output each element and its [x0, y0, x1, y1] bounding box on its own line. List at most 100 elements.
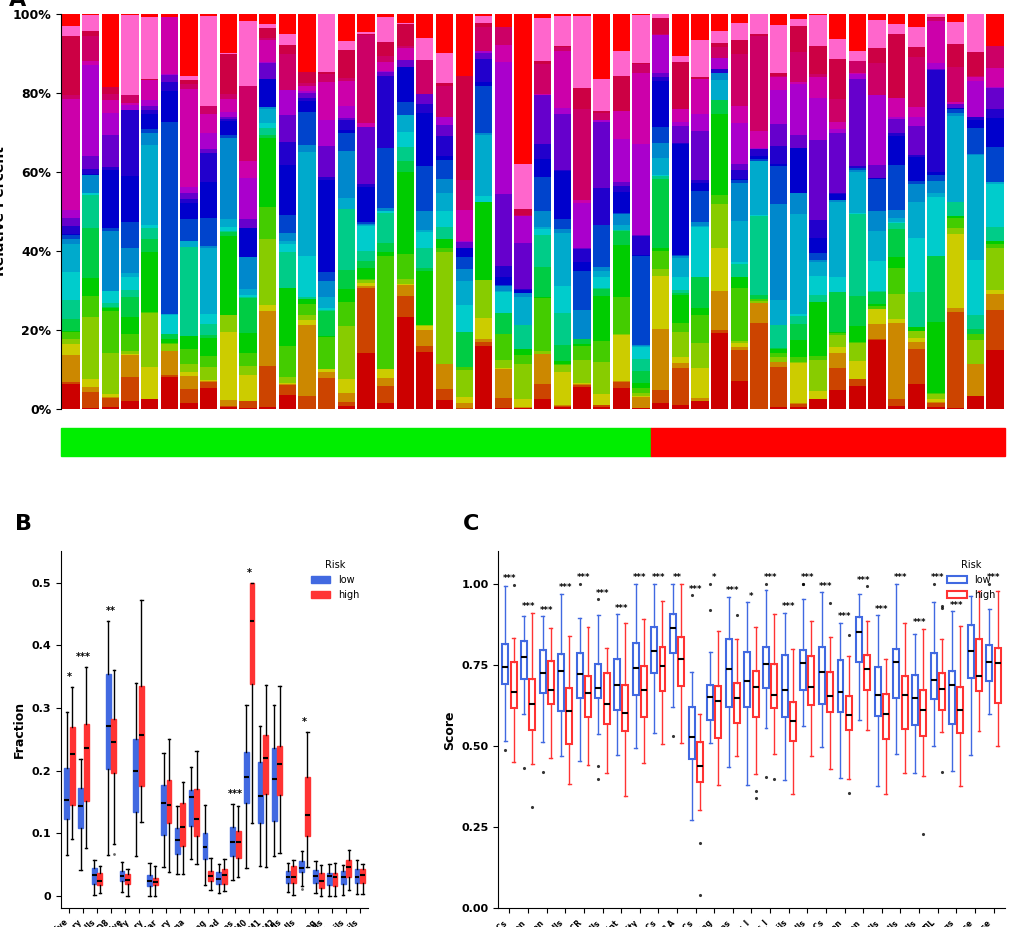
Text: ***: ***	[521, 603, 534, 611]
Bar	[318, 72, 335, 74]
Bar	[848, 343, 865, 361]
Bar	[592, 272, 609, 277]
Text: ***: ***	[911, 618, 925, 627]
Bar	[259, 239, 276, 305]
Bar	[632, 397, 649, 408]
Bar	[278, 385, 296, 395]
Bar	[298, 256, 315, 297]
Bar	[789, 362, 806, 363]
PathPatch shape	[119, 871, 124, 881]
PathPatch shape	[271, 748, 276, 820]
Bar	[416, 230, 433, 232]
Bar	[867, 95, 884, 165]
Bar	[750, 161, 767, 215]
Bar	[808, 295, 825, 302]
Bar	[357, 288, 374, 352]
Bar	[435, 400, 452, 409]
Bar	[318, 336, 335, 337]
Bar	[200, 153, 217, 182]
Text: ***: ***	[949, 601, 962, 610]
Bar	[730, 23, 747, 40]
Bar	[278, 33, 296, 44]
Bar	[102, 228, 119, 231]
PathPatch shape	[818, 647, 824, 704]
Bar	[376, 57, 393, 62]
Bar	[102, 14, 119, 87]
Bar	[259, 122, 276, 128]
Bar	[789, 339, 806, 357]
Bar	[219, 117, 236, 119]
Bar	[730, 170, 747, 180]
PathPatch shape	[332, 872, 337, 886]
Bar	[514, 298, 531, 324]
Bar	[848, 214, 865, 297]
Bar	[828, 122, 846, 129]
Bar	[121, 248, 139, 273]
Bar	[612, 76, 630, 110]
PathPatch shape	[595, 665, 601, 698]
Bar	[966, 339, 983, 364]
Bar	[848, 166, 865, 168]
Bar	[553, 46, 571, 47]
Bar	[592, 277, 609, 288]
Bar	[612, 224, 630, 231]
Bar	[494, 266, 512, 277]
Bar	[259, 63, 276, 79]
Bar	[907, 14, 924, 27]
Bar	[651, 403, 668, 409]
Bar	[239, 366, 257, 375]
Bar	[966, 260, 983, 315]
Bar	[867, 291, 884, 292]
Bar	[82, 387, 99, 391]
Bar	[730, 264, 747, 276]
Bar	[592, 225, 609, 267]
PathPatch shape	[98, 873, 102, 885]
Bar	[455, 403, 473, 408]
Bar	[730, 180, 747, 183]
Bar	[966, 329, 983, 334]
Bar	[102, 394, 119, 398]
PathPatch shape	[230, 827, 234, 856]
Bar	[612, 139, 630, 183]
Legend: low, high: low, high	[943, 556, 999, 603]
Bar	[710, 114, 728, 195]
Bar	[789, 214, 806, 314]
Bar	[200, 133, 217, 149]
Text: High risk: High risk	[789, 435, 865, 450]
Bar	[102, 308, 119, 311]
Bar	[985, 147, 1003, 182]
Bar	[828, 14, 846, 39]
Bar	[750, 216, 767, 295]
Bar	[534, 226, 551, 229]
Bar	[672, 57, 689, 62]
Bar	[259, 134, 276, 138]
Bar	[691, 343, 708, 368]
Bar	[259, 138, 276, 208]
PathPatch shape	[734, 683, 739, 723]
Bar	[867, 210, 884, 231]
Bar	[632, 73, 649, 144]
Bar	[592, 407, 609, 409]
Bar	[672, 293, 689, 295]
Bar	[926, 175, 944, 181]
Bar	[455, 397, 473, 403]
Bar	[200, 382, 217, 387]
Bar	[534, 210, 551, 226]
Bar	[907, 327, 924, 331]
Bar	[848, 168, 865, 170]
Bar	[121, 355, 139, 376]
Bar	[435, 194, 452, 210]
Bar	[318, 297, 335, 308]
PathPatch shape	[800, 650, 805, 690]
Bar	[455, 367, 473, 370]
Bar	[475, 133, 492, 135]
Bar	[888, 257, 904, 268]
Bar	[907, 331, 924, 337]
Bar	[435, 125, 452, 136]
Bar	[632, 383, 649, 388]
Bar	[298, 396, 315, 409]
Bar	[867, 231, 884, 261]
Bar	[416, 268, 433, 271]
PathPatch shape	[208, 871, 213, 882]
Bar	[750, 303, 767, 323]
